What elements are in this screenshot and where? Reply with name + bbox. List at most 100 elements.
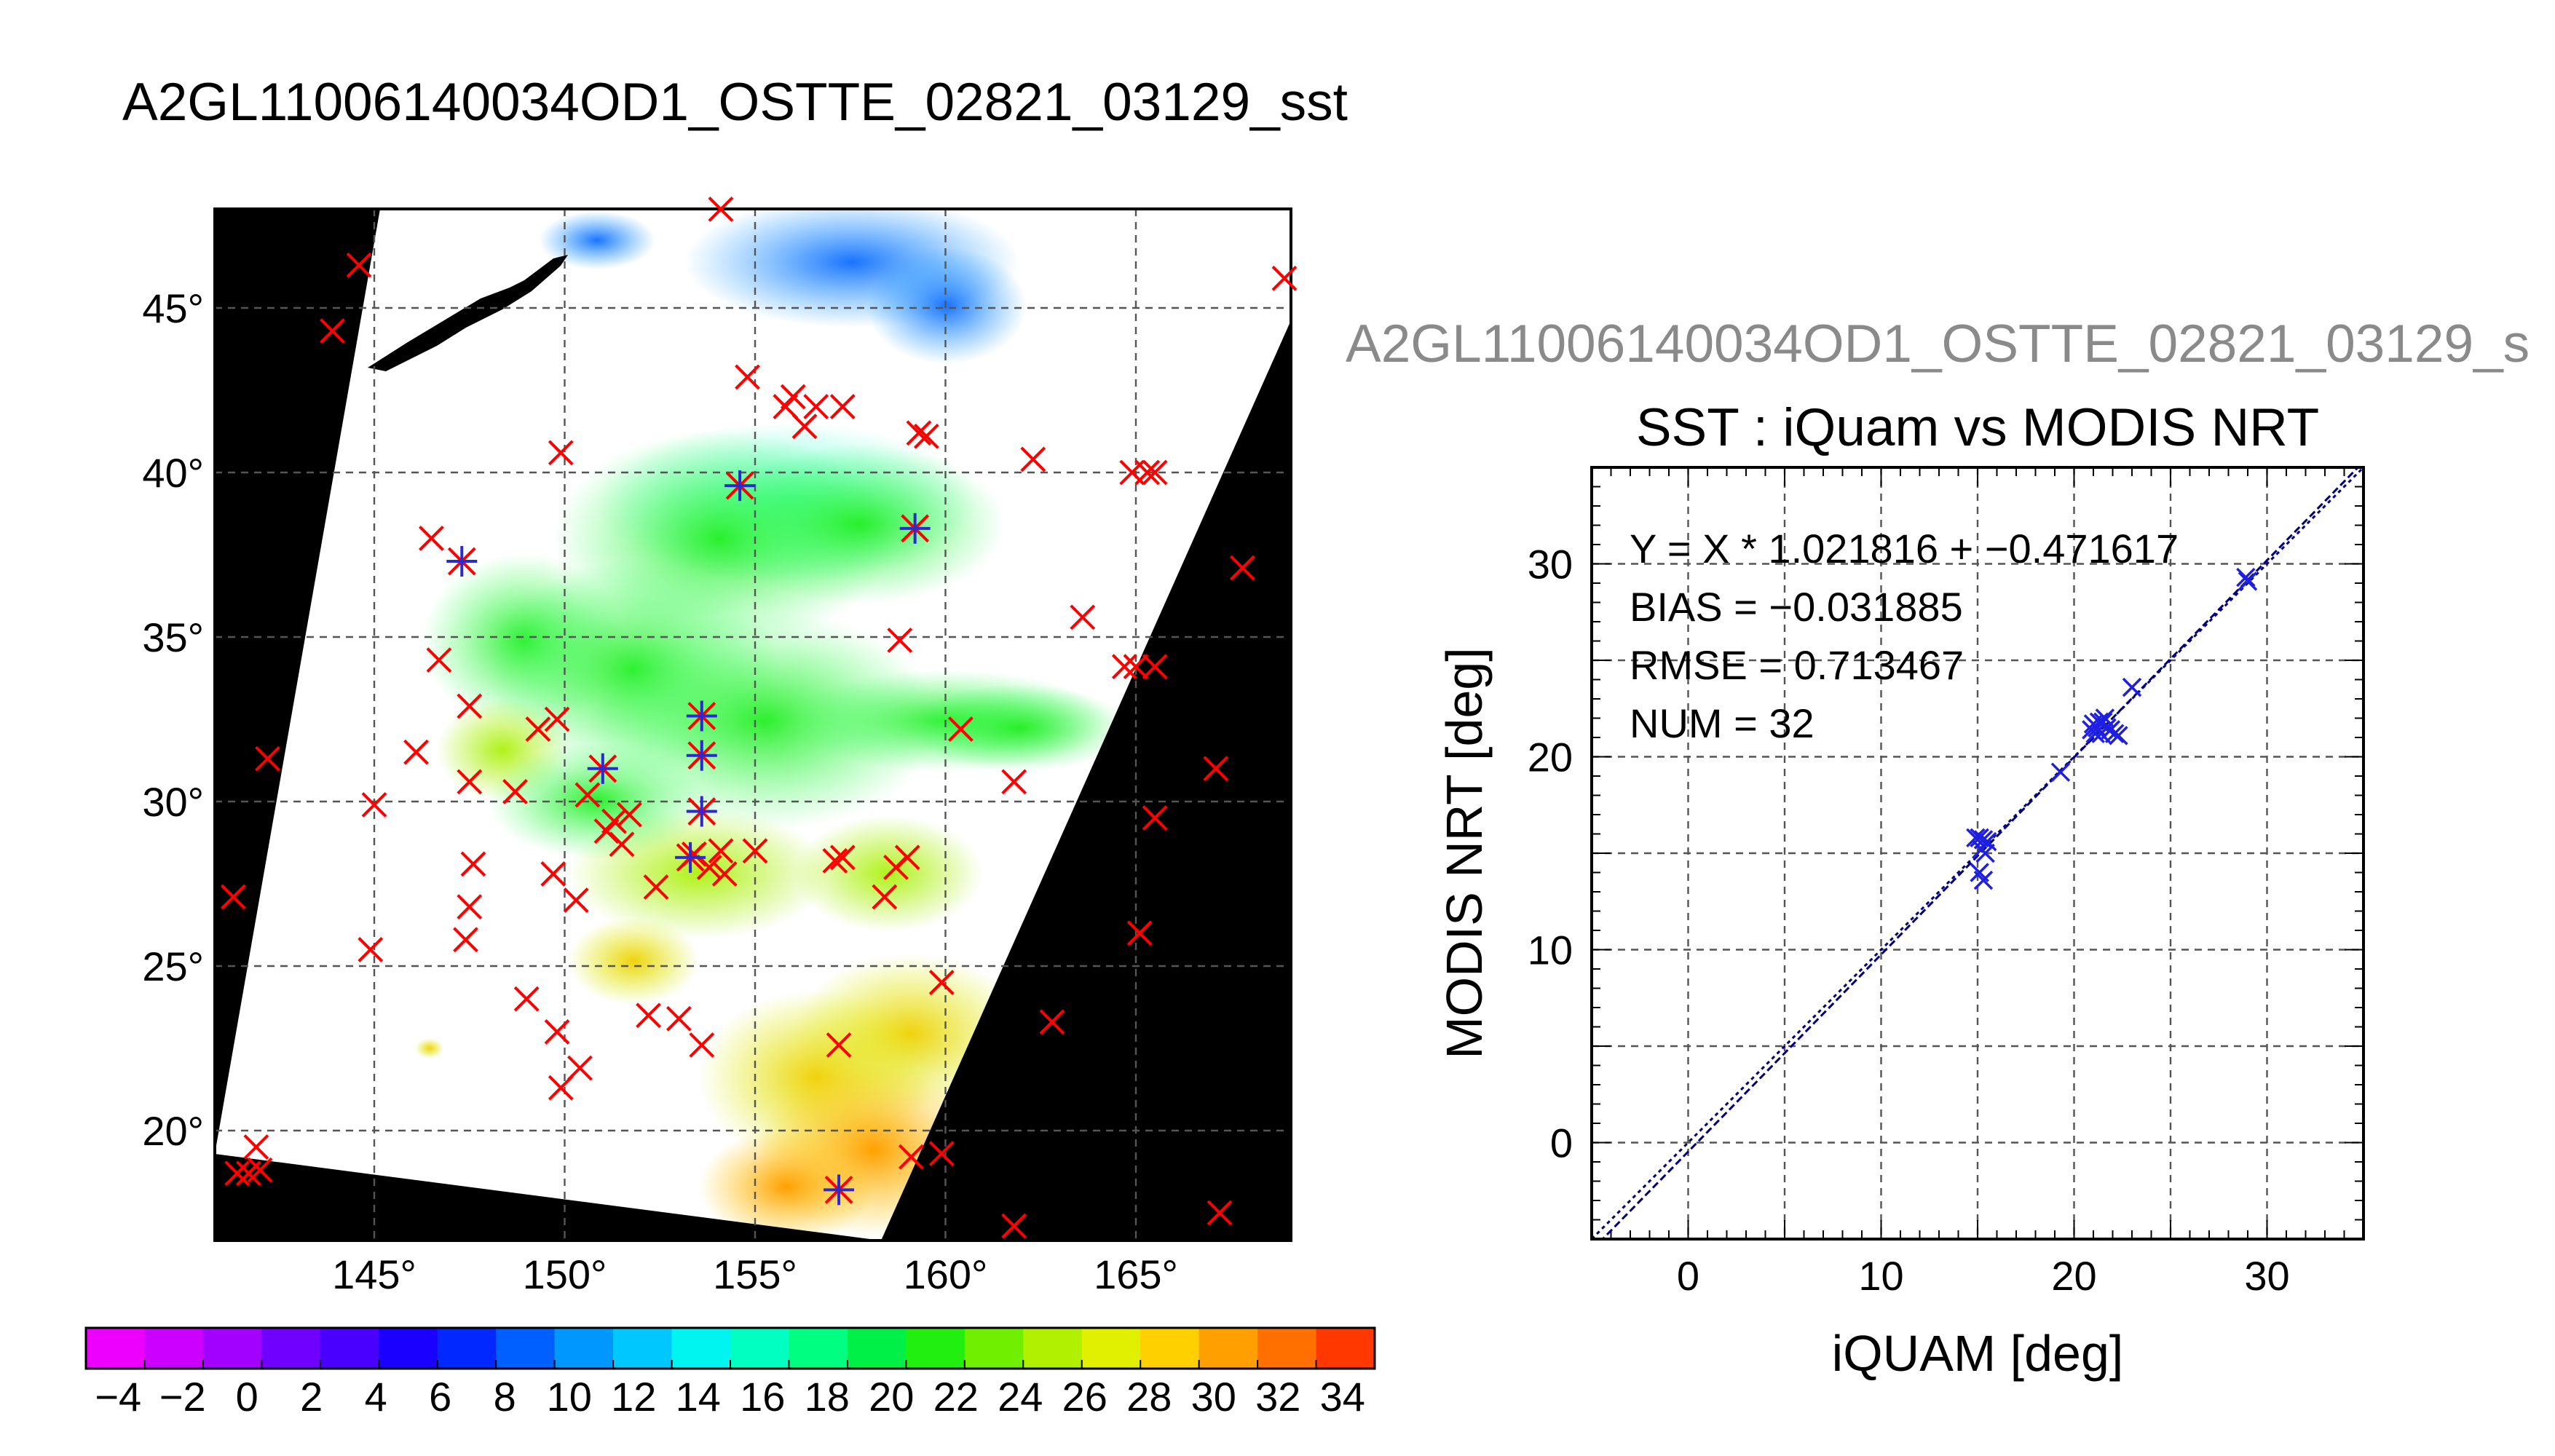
matchup-cross-marker: [803, 394, 829, 420]
colorbar-label: 12: [611, 1374, 656, 1420]
matchup-cross-marker: [1142, 805, 1168, 831]
scatter-points: [1966, 567, 2258, 890]
matchup-cross-marker: [780, 384, 806, 410]
scatter-point: [2085, 724, 2105, 743]
colorbar-label: 10: [547, 1374, 592, 1420]
matchup-cross-marker: [1111, 654, 1137, 680]
matchup-cross-marker: [361, 792, 387, 818]
scatter-x-tick-label: 30: [2244, 1253, 2289, 1299]
matchup-cross-marker: [457, 769, 483, 795]
fit-statistic-line: Y = X * 1.021816 + −0.471617: [1630, 526, 2179, 571]
colorbar-label: −4: [95, 1374, 141, 1420]
matchup-cross-marker: [636, 1002, 661, 1029]
regression-line: [1600, 467, 2360, 1239]
matchup-cross-marker: [1134, 459, 1161, 486]
matchup-cross-marker: [525, 716, 551, 742]
scatter-point: [2104, 724, 2125, 743]
lat-tick-label: 20°: [142, 1108, 204, 1154]
scatter-tick-labels: 0 10 20 30 0 10 20 30: [1528, 542, 2290, 1299]
matchup-cross-marker: [887, 628, 913, 653]
matchup-cross-marker: [826, 1032, 852, 1058]
colorbar-segment: [320, 1328, 379, 1369]
sst-map: 145° 150° 155° 160° 165° 20° 25° 30° 35° 40° 45°: [142, 196, 1298, 1297]
scatter-y-axis-label: MODIS NRT [deg]: [1436, 647, 1493, 1059]
colorbar-segment: [144, 1328, 204, 1369]
matchup-cross-marker: [872, 884, 898, 910]
scatter-file-title: A2GL11006140034OD1_OSTTE_02821_03129_s: [1346, 314, 2530, 373]
matchup-cross-marker: [711, 861, 738, 887]
matchup-cross-marker: [403, 739, 429, 765]
colorbar-label: 6: [429, 1374, 451, 1420]
matchup-cross-marker: [735, 364, 760, 390]
matchup-cross-marker: [666, 1005, 692, 1032]
matchup-cross-marker: [742, 838, 768, 864]
matchup-cross-marker: [548, 440, 574, 466]
fit-statistic-line: RMSE = 0.713467: [1630, 642, 1964, 688]
matchup-cross-marker: [457, 693, 483, 719]
scatter-point: [1973, 870, 1994, 890]
matchup-cross-marker: [1020, 446, 1046, 472]
fit-lines: [1592, 467, 2364, 1239]
sst-colorbar: −4 −2 0 2 4 6 8 10 12 14 16 18 20 22 24 26 28 30 32 34: [84, 1326, 1376, 1420]
scatter-y-tick-label: 10: [1528, 927, 1573, 973]
matchup-cross-marker: [1271, 265, 1298, 291]
colorbar-segment: [613, 1328, 673, 1369]
matchup-cross-marker: [689, 1032, 715, 1058]
matchup-cross-marker: [928, 970, 955, 996]
matchup-cross-marker: [255, 745, 280, 772]
scatter-point: [1978, 831, 1997, 852]
matchup-cross-marker: [1207, 1200, 1233, 1226]
scatter-y-tick-label: 30: [1528, 542, 1573, 587]
matchup-star-marker: [686, 796, 717, 827]
colorbar-label: 30: [1191, 1374, 1236, 1420]
matchup-cross-marker: [616, 802, 642, 828]
matchup-cross-marker: [899, 1144, 924, 1170]
matchup-cross-marker: [460, 851, 486, 877]
main-title: A2GL11006140034OD1_OSTTE_02821_03129_sst: [122, 73, 1348, 132]
matchup-cross-marker: [243, 1134, 269, 1160]
matchup-cross-marker: [601, 808, 627, 834]
scatter-gridlines: [1592, 467, 2364, 1239]
matchup-cross-marker: [358, 936, 384, 962]
matchup-cross-marker: [1070, 604, 1096, 630]
matchup-cross-marker: [643, 874, 669, 900]
matchup-cross-marker: [544, 1018, 570, 1045]
colorbar-segment: [1081, 1328, 1141, 1369]
matchup-cross-marker: [224, 1160, 250, 1187]
scatter-x-axis-label: iQUAM [deg]: [1832, 1325, 2124, 1382]
colorbar-label: 28: [1126, 1374, 1172, 1420]
map-gridlines: [215, 209, 1291, 1241]
colorbar-segment: [730, 1328, 790, 1369]
matchup-cross-marker: [948, 716, 974, 742]
lon-tick-label: 150°: [523, 1251, 607, 1297]
matchup-cross-marker: [791, 414, 818, 440]
lon-tick-label: 160°: [904, 1251, 988, 1297]
colorbar-segment: [847, 1328, 907, 1369]
colorbar-label: 26: [1062, 1374, 1107, 1420]
scatter-frame: [1590, 466, 2365, 1241]
matchup-cross-marker: [708, 838, 734, 864]
colorbar-segment: [964, 1328, 1024, 1369]
colorbar-segment: [906, 1328, 965, 1369]
colorbar-label: 24: [998, 1374, 1043, 1420]
colorbar-label: 0: [236, 1374, 258, 1420]
colorbar-label: 34: [1320, 1374, 1365, 1420]
matchup-cross-marker: [346, 252, 372, 278]
colorbar-segment: [86, 1328, 146, 1369]
matchup-cross-marker: [894, 844, 920, 871]
fit-statistic-line: NUM = 32: [1630, 700, 1814, 746]
matchup-star-marker: [587, 753, 618, 784]
matchup-cross-marker: [822, 847, 848, 874]
matchup-cross-marker: [419, 525, 444, 551]
matchup-cross-marker: [1126, 920, 1153, 946]
colorbar-label: 22: [933, 1374, 979, 1420]
matchup-star-marker: [899, 513, 931, 544]
map-frame: [213, 207, 1292, 1242]
lat-tick-label: 25°: [142, 943, 204, 989]
matchup-cross-marker: [457, 894, 483, 920]
colorbar-segment: [554, 1328, 614, 1369]
colorbar-label: 16: [740, 1374, 785, 1420]
matchup-star-marker: [686, 700, 717, 732]
matchup-cross-marker: [1001, 769, 1027, 795]
